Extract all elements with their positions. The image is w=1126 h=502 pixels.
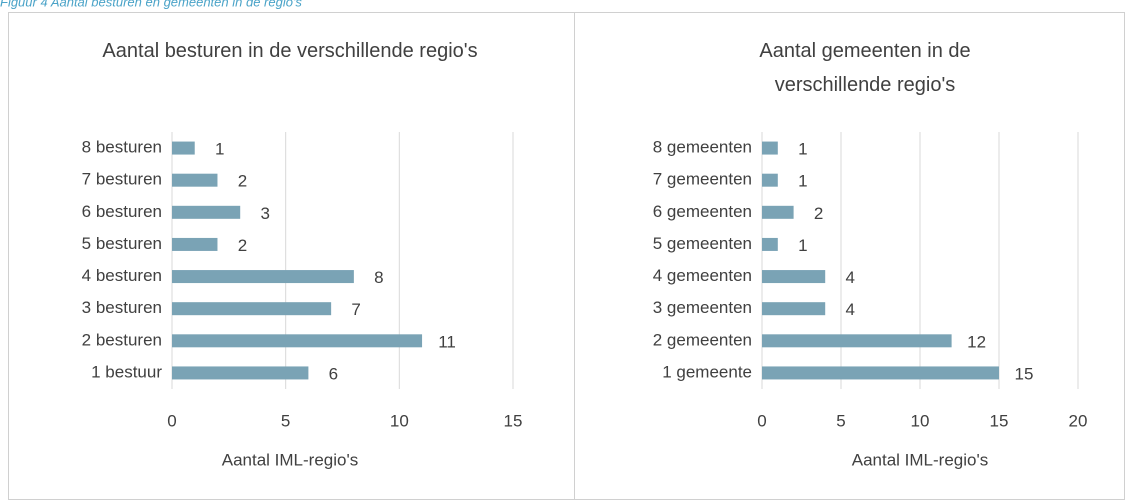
value-label: 2 xyxy=(814,204,823,223)
value-label: 4 xyxy=(845,268,854,287)
y-tick-label: 7 gemeenten xyxy=(653,170,752,189)
value-label: 8 xyxy=(374,268,383,287)
y-tick-label: 7 besturen xyxy=(82,170,162,189)
bar xyxy=(172,302,332,316)
value-label: 1 xyxy=(798,140,807,159)
y-tick-label: 6 gemeenten xyxy=(653,202,752,221)
x-tick-label: 15 xyxy=(504,411,523,430)
bar xyxy=(762,173,778,187)
y-tick-label: 2 besturen xyxy=(82,330,162,349)
y-tick-label: 1 gemeente xyxy=(662,362,752,381)
value-label: 3 xyxy=(260,204,269,223)
x-tick-label: 15 xyxy=(990,411,1009,430)
bar xyxy=(172,270,354,284)
bar xyxy=(172,141,195,155)
value-label: 11 xyxy=(438,332,456,351)
y-tick-label: 6 besturen xyxy=(82,202,162,221)
bar xyxy=(762,334,952,348)
chart-title: Aantal gemeenten in de verschillende reg… xyxy=(759,40,971,96)
value-label: 12 xyxy=(967,332,986,351)
bar xyxy=(762,141,778,155)
value-label: 6 xyxy=(329,364,338,383)
bar xyxy=(762,366,999,380)
bar xyxy=(762,270,826,284)
value-label: 2 xyxy=(238,236,247,255)
x-axis-label: Aantal IML-regio's xyxy=(852,450,988,469)
y-tick-label: 3 besturen xyxy=(82,298,162,317)
x-tick-label: 5 xyxy=(836,411,845,430)
y-tick-label: 4 besturen xyxy=(82,266,162,285)
chart-title: Aantal besturen in de verschillende regi… xyxy=(102,40,478,62)
bar xyxy=(762,237,778,251)
caption: Figuur 4 Aantal besturen en gemeenten in… xyxy=(0,0,302,9)
bar xyxy=(172,205,241,219)
x-tick-label: 10 xyxy=(911,411,930,430)
bar xyxy=(762,205,794,219)
bar xyxy=(172,334,423,348)
panel-border xyxy=(574,12,1125,500)
y-tick-label: 2 gemeenten xyxy=(653,330,752,349)
x-tick-label: 20 xyxy=(1069,411,1088,430)
value-label: 2 xyxy=(238,172,247,191)
bar xyxy=(172,366,309,380)
value-label: 7 xyxy=(351,300,360,319)
y-tick-label: 3 gemeenten xyxy=(653,298,752,317)
value-label: 1 xyxy=(798,236,807,255)
y-tick-label: 5 gemeenten xyxy=(653,234,752,253)
value-label: 4 xyxy=(845,300,854,319)
y-tick-label: 1 bestuur xyxy=(91,362,162,381)
value-label: 15 xyxy=(1015,364,1034,383)
y-tick-label: 4 gemeenten xyxy=(653,266,752,285)
bar xyxy=(172,173,218,187)
value-label: 1 xyxy=(215,140,224,159)
y-tick-label: 8 gemeenten xyxy=(653,138,752,157)
value-label: 1 xyxy=(798,172,807,191)
x-tick-label: 0 xyxy=(757,411,766,430)
panel-border xyxy=(8,12,575,500)
bar xyxy=(762,302,826,316)
y-tick-label: 5 besturen xyxy=(82,234,162,253)
x-tick-label: 5 xyxy=(281,411,290,430)
y-tick-label: 8 besturen xyxy=(82,138,162,157)
x-axis-label: Aantal IML-regio's xyxy=(222,450,358,469)
x-tick-label: 10 xyxy=(390,411,409,430)
x-tick-label: 0 xyxy=(167,411,176,430)
bar xyxy=(172,237,218,251)
